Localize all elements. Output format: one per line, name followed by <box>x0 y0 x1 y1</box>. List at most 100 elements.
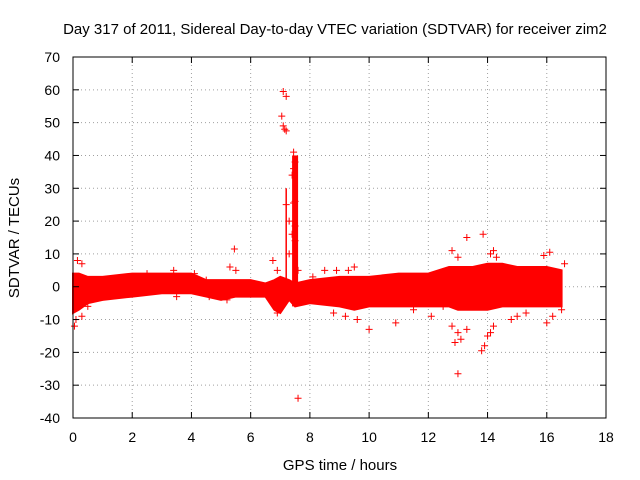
data-point <box>226 263 234 271</box>
data-point <box>273 266 281 274</box>
x-tick-label: 16 <box>539 429 555 445</box>
data-point <box>282 92 290 100</box>
data-point <box>513 312 521 320</box>
y-tick-label: -30 <box>40 377 60 393</box>
data-band-area <box>72 262 563 315</box>
data-point <box>484 332 492 340</box>
data-point <box>273 309 281 317</box>
data-point <box>540 252 548 260</box>
axis-ticks <box>72 56 607 419</box>
data-point <box>457 335 465 343</box>
y-tick-labels: 70 60 50 40 30 20 10 0 -10 -20 -30 -40 <box>40 49 60 426</box>
data-spike <box>292 155 299 307</box>
data-point <box>489 247 497 255</box>
data-point <box>333 266 341 274</box>
data-point <box>287 286 295 294</box>
y-tick-label: 0 <box>52 279 60 295</box>
data-point <box>489 322 497 330</box>
data-point <box>285 250 293 258</box>
data-point <box>281 125 289 133</box>
data-point <box>294 266 302 274</box>
data-point <box>344 266 352 274</box>
data-point <box>558 306 566 314</box>
grid-lines <box>73 57 606 418</box>
data-point <box>291 158 299 166</box>
x-axis-label: GPS time / hours <box>283 457 397 474</box>
data-point <box>279 87 287 95</box>
data-point <box>269 256 277 264</box>
x-tick-label: 14 <box>480 429 496 445</box>
data-point <box>427 312 435 320</box>
data-point <box>454 329 462 337</box>
y-tick-label: 40 <box>44 147 60 163</box>
x-tick-label: 2 <box>128 429 136 445</box>
data-point <box>479 230 487 238</box>
x-tick-label: 18 <box>598 429 614 445</box>
data-point <box>205 293 213 301</box>
y-tick-label: 60 <box>44 82 60 98</box>
data-point <box>285 217 293 225</box>
data-point <box>522 309 530 317</box>
data-point <box>341 312 349 320</box>
data-point <box>546 248 554 256</box>
data-point <box>454 253 462 261</box>
data-point <box>487 329 495 337</box>
data-point <box>70 322 78 330</box>
data-point <box>230 245 238 253</box>
y-tick-label: 20 <box>44 213 60 229</box>
plot-frame <box>72 56 607 419</box>
data-point <box>78 312 86 320</box>
data-point <box>309 273 317 281</box>
data-point <box>294 394 302 402</box>
data-point <box>481 342 489 350</box>
data-point <box>561 260 569 268</box>
data-point <box>84 302 92 310</box>
y-tick-label: 50 <box>44 115 60 131</box>
data-point <box>448 247 456 255</box>
x-tick-label: 6 <box>247 429 255 445</box>
data-point <box>492 253 500 261</box>
x-tick-label: 0 <box>69 429 77 445</box>
data-point <box>282 201 290 209</box>
data-point <box>173 293 181 301</box>
data-point <box>463 234 471 241</box>
x-tick-labels: 0 2 4 6 8 10 12 14 16 18 <box>69 429 614 445</box>
data-point <box>291 222 299 230</box>
data-point <box>288 171 296 179</box>
data-point <box>73 256 81 264</box>
data-point <box>451 339 459 347</box>
y-tick-label: 10 <box>44 246 60 262</box>
data-point <box>298 289 306 297</box>
data-point <box>350 263 358 271</box>
data-points <box>70 87 569 402</box>
data-band <box>72 155 563 315</box>
data-point <box>232 266 240 274</box>
data-point <box>410 306 418 314</box>
data-point <box>223 296 231 304</box>
x-tick-label: 12 <box>421 429 437 445</box>
data-point <box>78 260 86 268</box>
data-point <box>290 148 298 156</box>
x-tick-label: 8 <box>306 429 314 445</box>
data-point <box>291 197 299 205</box>
data-point <box>454 370 462 378</box>
data-point <box>170 266 178 274</box>
data-point <box>321 266 329 274</box>
y-axis-label: SDTVAR / TECUs <box>6 178 23 298</box>
data-point <box>507 316 515 324</box>
data-point <box>202 276 210 284</box>
x-tick-label: 10 <box>361 429 377 445</box>
data-point <box>392 319 400 327</box>
data-point <box>439 302 447 310</box>
data-point <box>288 230 296 238</box>
data-point <box>290 165 298 173</box>
data-point <box>543 319 551 327</box>
data-point <box>353 316 361 324</box>
data-point <box>290 199 298 207</box>
data-point <box>279 122 287 130</box>
y-tick-label: -10 <box>40 312 60 328</box>
data-point <box>463 325 471 333</box>
data-point <box>190 270 198 278</box>
data-point <box>487 250 495 258</box>
